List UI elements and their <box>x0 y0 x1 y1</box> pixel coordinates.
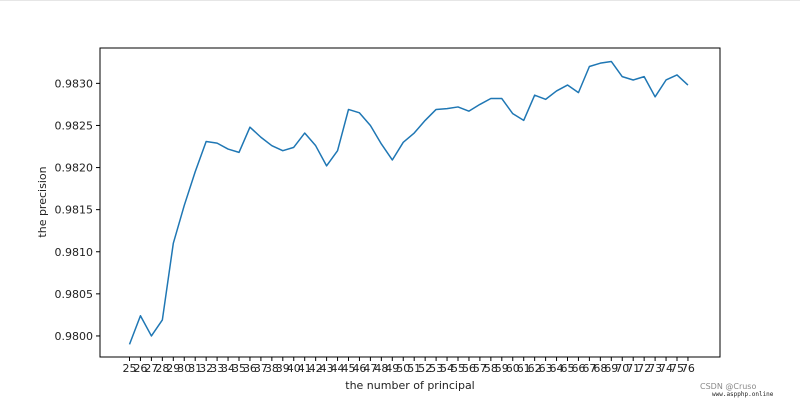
x-tick-label: 72 <box>637 362 651 375</box>
x-axis: 2526272829303132333435363738394041424344… <box>123 357 695 375</box>
y-tick-label: 0.9800 <box>55 330 94 343</box>
x-tick-label: 51 <box>407 362 421 375</box>
x-tick-label: 28 <box>155 362 169 375</box>
x-tick-label: 65 <box>561 362 575 375</box>
x-tick-label: 48 <box>374 362 388 375</box>
x-tick-label: 58 <box>484 362 498 375</box>
x-tick-label: 64 <box>550 362 564 375</box>
x-tick-label: 33 <box>210 362 224 375</box>
series-layer <box>128 60 689 345</box>
x-tick-label: 46 <box>352 362 366 375</box>
x-tick-label: 50 <box>396 362 410 375</box>
x-tick-label: 71 <box>626 362 640 375</box>
x-tick-label: 35 <box>232 362 246 375</box>
x-tick-label: 76 <box>681 362 695 375</box>
x-tick-label: 53 <box>429 362 443 375</box>
x-tick-label: 70 <box>615 362 629 375</box>
watermark-text: CSDN @Cruso <box>700 382 757 391</box>
x-tick-label: 32 <box>199 362 213 375</box>
plot-frame <box>99 47 721 358</box>
x-tick-label: 41 <box>298 362 312 375</box>
x-tick-label: 29 <box>166 362 180 375</box>
x-tick-label: 42 <box>309 362 323 375</box>
y-axis: 0.9800 0.9805 0.9810 0.9815 0.9820 0.9825 0.98… <box>55 77 100 343</box>
x-tick-label: 55 <box>451 362 465 375</box>
watermark-site: www.aspphp.online <box>712 391 774 398</box>
x-tick-label: 67 <box>582 362 596 375</box>
x-tick-label: 52 <box>418 362 432 375</box>
y-tick-label: 0.9820 <box>55 162 94 175</box>
x-tick-label: 60 <box>506 362 520 375</box>
series-line <box>128 60 689 345</box>
top-divider <box>0 0 800 1</box>
y-tick-label: 0.9805 <box>55 288 94 301</box>
x-tick-label: 34 <box>221 362 235 375</box>
y-tick-label: 0.9815 <box>55 204 94 217</box>
x-tick-label: 62 <box>528 362 542 375</box>
x-tick-label: 69 <box>604 362 618 375</box>
x-tick-label: 57 <box>473 362 487 375</box>
y-tick-label: 0.9830 <box>55 77 94 90</box>
x-tick-label: 45 <box>342 362 356 375</box>
x-tick-label: 56 <box>462 362 476 375</box>
x-tick-label: 31 <box>188 362 202 375</box>
y-tick-label: 0.9825 <box>55 119 94 132</box>
y-tick-label: 0.9810 <box>55 246 94 259</box>
x-tick-label: 38 <box>265 362 279 375</box>
x-tick-label: 30 <box>177 362 191 375</box>
x-tick-label: 26 <box>133 362 147 375</box>
x-tick-label: 75 <box>670 362 684 375</box>
x-tick-label: 39 <box>276 362 290 375</box>
x-tick-label: 49 <box>385 362 399 375</box>
x-tick-label: 47 <box>363 362 377 375</box>
x-tick-label: 59 <box>495 362 509 375</box>
x-tick-label: 36 <box>243 362 257 375</box>
x-tick-label: 54 <box>440 362 454 375</box>
x-tick-label: 44 <box>331 362 345 375</box>
x-tick-label: 43 <box>320 362 334 375</box>
x-tick-label: 27 <box>144 362 158 375</box>
x-tick-label: 40 <box>287 362 301 375</box>
x-tick-label: 74 <box>659 362 673 375</box>
x-tick-label: 73 <box>648 362 662 375</box>
x-tick-label: 63 <box>539 362 553 375</box>
x-tick-label: 37 <box>254 362 268 375</box>
x-tick-label: 25 <box>123 362 137 375</box>
y-axis-label: the precision <box>36 166 49 237</box>
x-tick-label: 61 <box>517 362 531 375</box>
x-tick-label: 68 <box>593 362 607 375</box>
x-tick-label: 66 <box>571 362 585 375</box>
x-axis-label: the number of principal <box>345 379 475 392</box>
